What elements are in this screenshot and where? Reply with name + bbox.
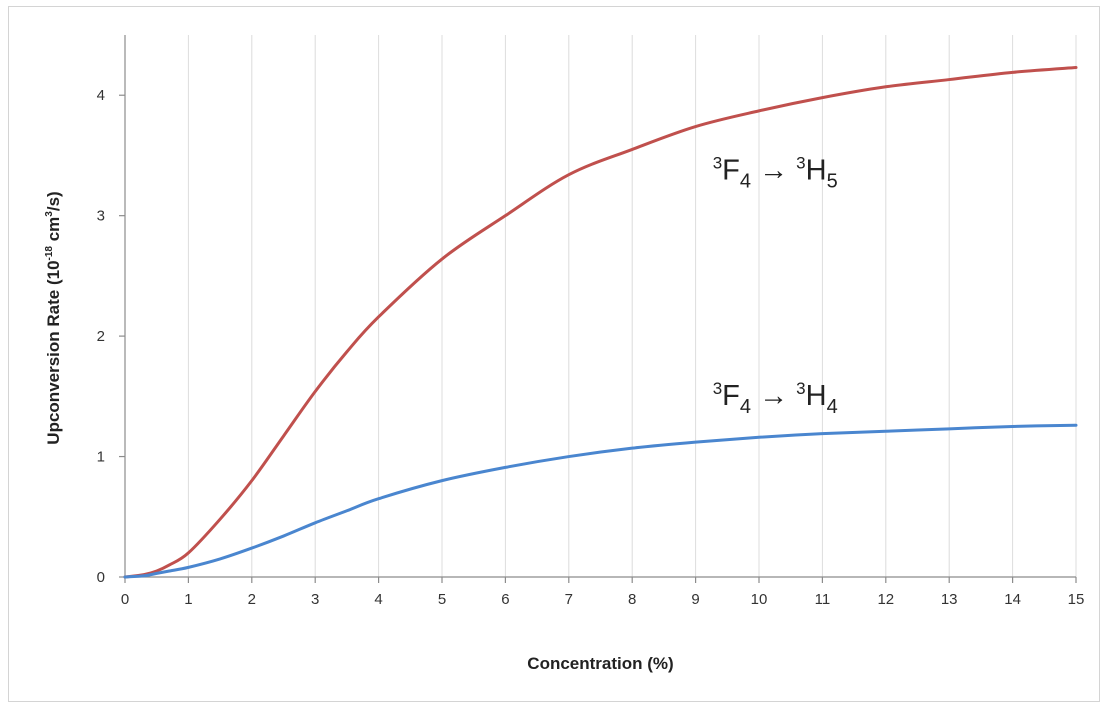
series-label-superscript: 3 [796,379,805,398]
x-tick-label: 7 [565,591,573,608]
x-tick-label: 13 [941,591,958,608]
x-axis-title: Concentration (%) [527,654,673,673]
x-tick-label: 14 [1004,591,1021,608]
series-label-text: F [722,155,740,187]
y-tick-label: 1 [97,449,105,466]
x-tick-label: 0 [121,591,129,608]
series-label-text: F [722,380,740,412]
x-tick-label: 8 [628,591,636,608]
line-chart: 0 1 2 3 4 5 6 7 8 9 10 11 12 13 14 1501234Concentration… [44,35,1085,673]
series-label-text: H [806,380,827,412]
x-tick-label: 15 [1068,591,1085,608]
series-label-arrow: → [751,380,796,412]
y-axis-title-text: /s) [44,191,63,211]
y-tick-label: 4 [97,87,105,104]
x-tick-label: 1 [184,591,192,608]
y-axis-title-text: Upconversion Rate (10 [44,260,63,444]
y-axis-title-superscript: 3 [44,211,55,217]
y-axis-title-superscript: -18 [44,246,55,261]
y-tick-label: 3 [97,208,105,225]
x-tick-label: 9 [691,591,699,608]
series-label-subscript: 5 [827,171,838,193]
x-tick-label: 4 [374,591,382,608]
series-line-2 [123,423,1078,579]
series-label-arrow: → [751,155,796,187]
y-axis-title: Upconversion Rate (10-18 cm3/s) [44,191,63,444]
chart-frame: 0 1 2 3 4 5 6 7 8 9 10 11 12 13 14 15 0 1 2 3 4 Concentration… [8,6,1100,702]
series-label-superscript: 3 [713,154,722,173]
series-label-text: H [806,155,827,187]
series-label-2: 3F4 → 3H4 [713,379,838,418]
x-tick-label: 2 [248,591,256,608]
series-label-subscript: 4 [827,396,838,418]
x-tick-label: 6 [501,591,509,608]
series-label-subscript: 4 [740,396,751,418]
x-tick-label: 10 [751,591,768,608]
y-tick-label: 2 [97,328,105,345]
y-axis-title-text: cm [44,217,63,246]
series-label-subscript: 4 [740,171,751,193]
y-tick-label: 0 [97,569,105,586]
x-tick-label: 11 [815,591,831,608]
x-tick-label: 5 [438,591,446,608]
series-label-superscript: 3 [713,379,722,398]
x-tick-label: 3 [311,591,319,608]
series-line-1 [123,66,1078,579]
x-tick-label: 12 [877,591,894,608]
series-label-superscript: 3 [796,154,805,173]
series-label-1: 3F4 → 3H5 [713,154,838,193]
